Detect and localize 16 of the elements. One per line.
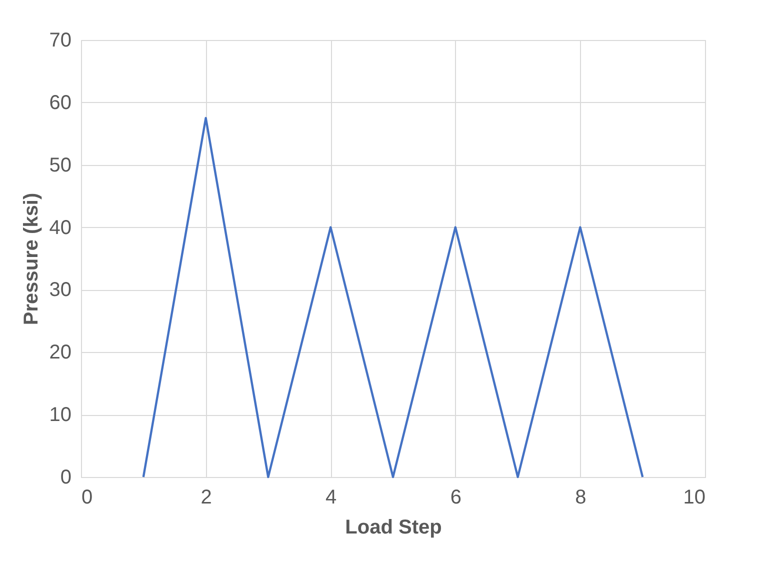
x-tick-label: 6 xyxy=(450,486,462,508)
y-axis-title: Pressure (ksi) xyxy=(20,192,42,326)
y-tick-label: 60 xyxy=(49,92,72,114)
y-tick-label: 40 xyxy=(49,216,72,239)
y-tick-label: 70 xyxy=(49,30,72,52)
x-tick-label: 0 xyxy=(82,486,93,508)
x-tick-label: 10 xyxy=(683,486,706,508)
x-axis-title: Load Step xyxy=(345,516,442,538)
y-tick-label: 10 xyxy=(49,404,72,426)
y-tick-label: 50 xyxy=(49,154,72,176)
y-tick-label: 30 xyxy=(49,279,72,302)
x-tick-label: 8 xyxy=(575,486,586,508)
x-tick-label: 2 xyxy=(200,486,212,508)
y-tick-label: 20 xyxy=(49,342,72,364)
x-tick-label: 4 xyxy=(326,486,337,508)
y-tick-label: 0 xyxy=(60,466,72,488)
